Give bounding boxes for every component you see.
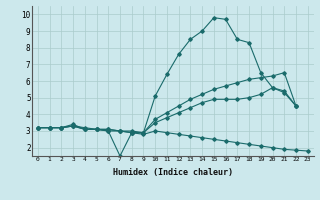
X-axis label: Humidex (Indice chaleur): Humidex (Indice chaleur) xyxy=(113,168,233,177)
